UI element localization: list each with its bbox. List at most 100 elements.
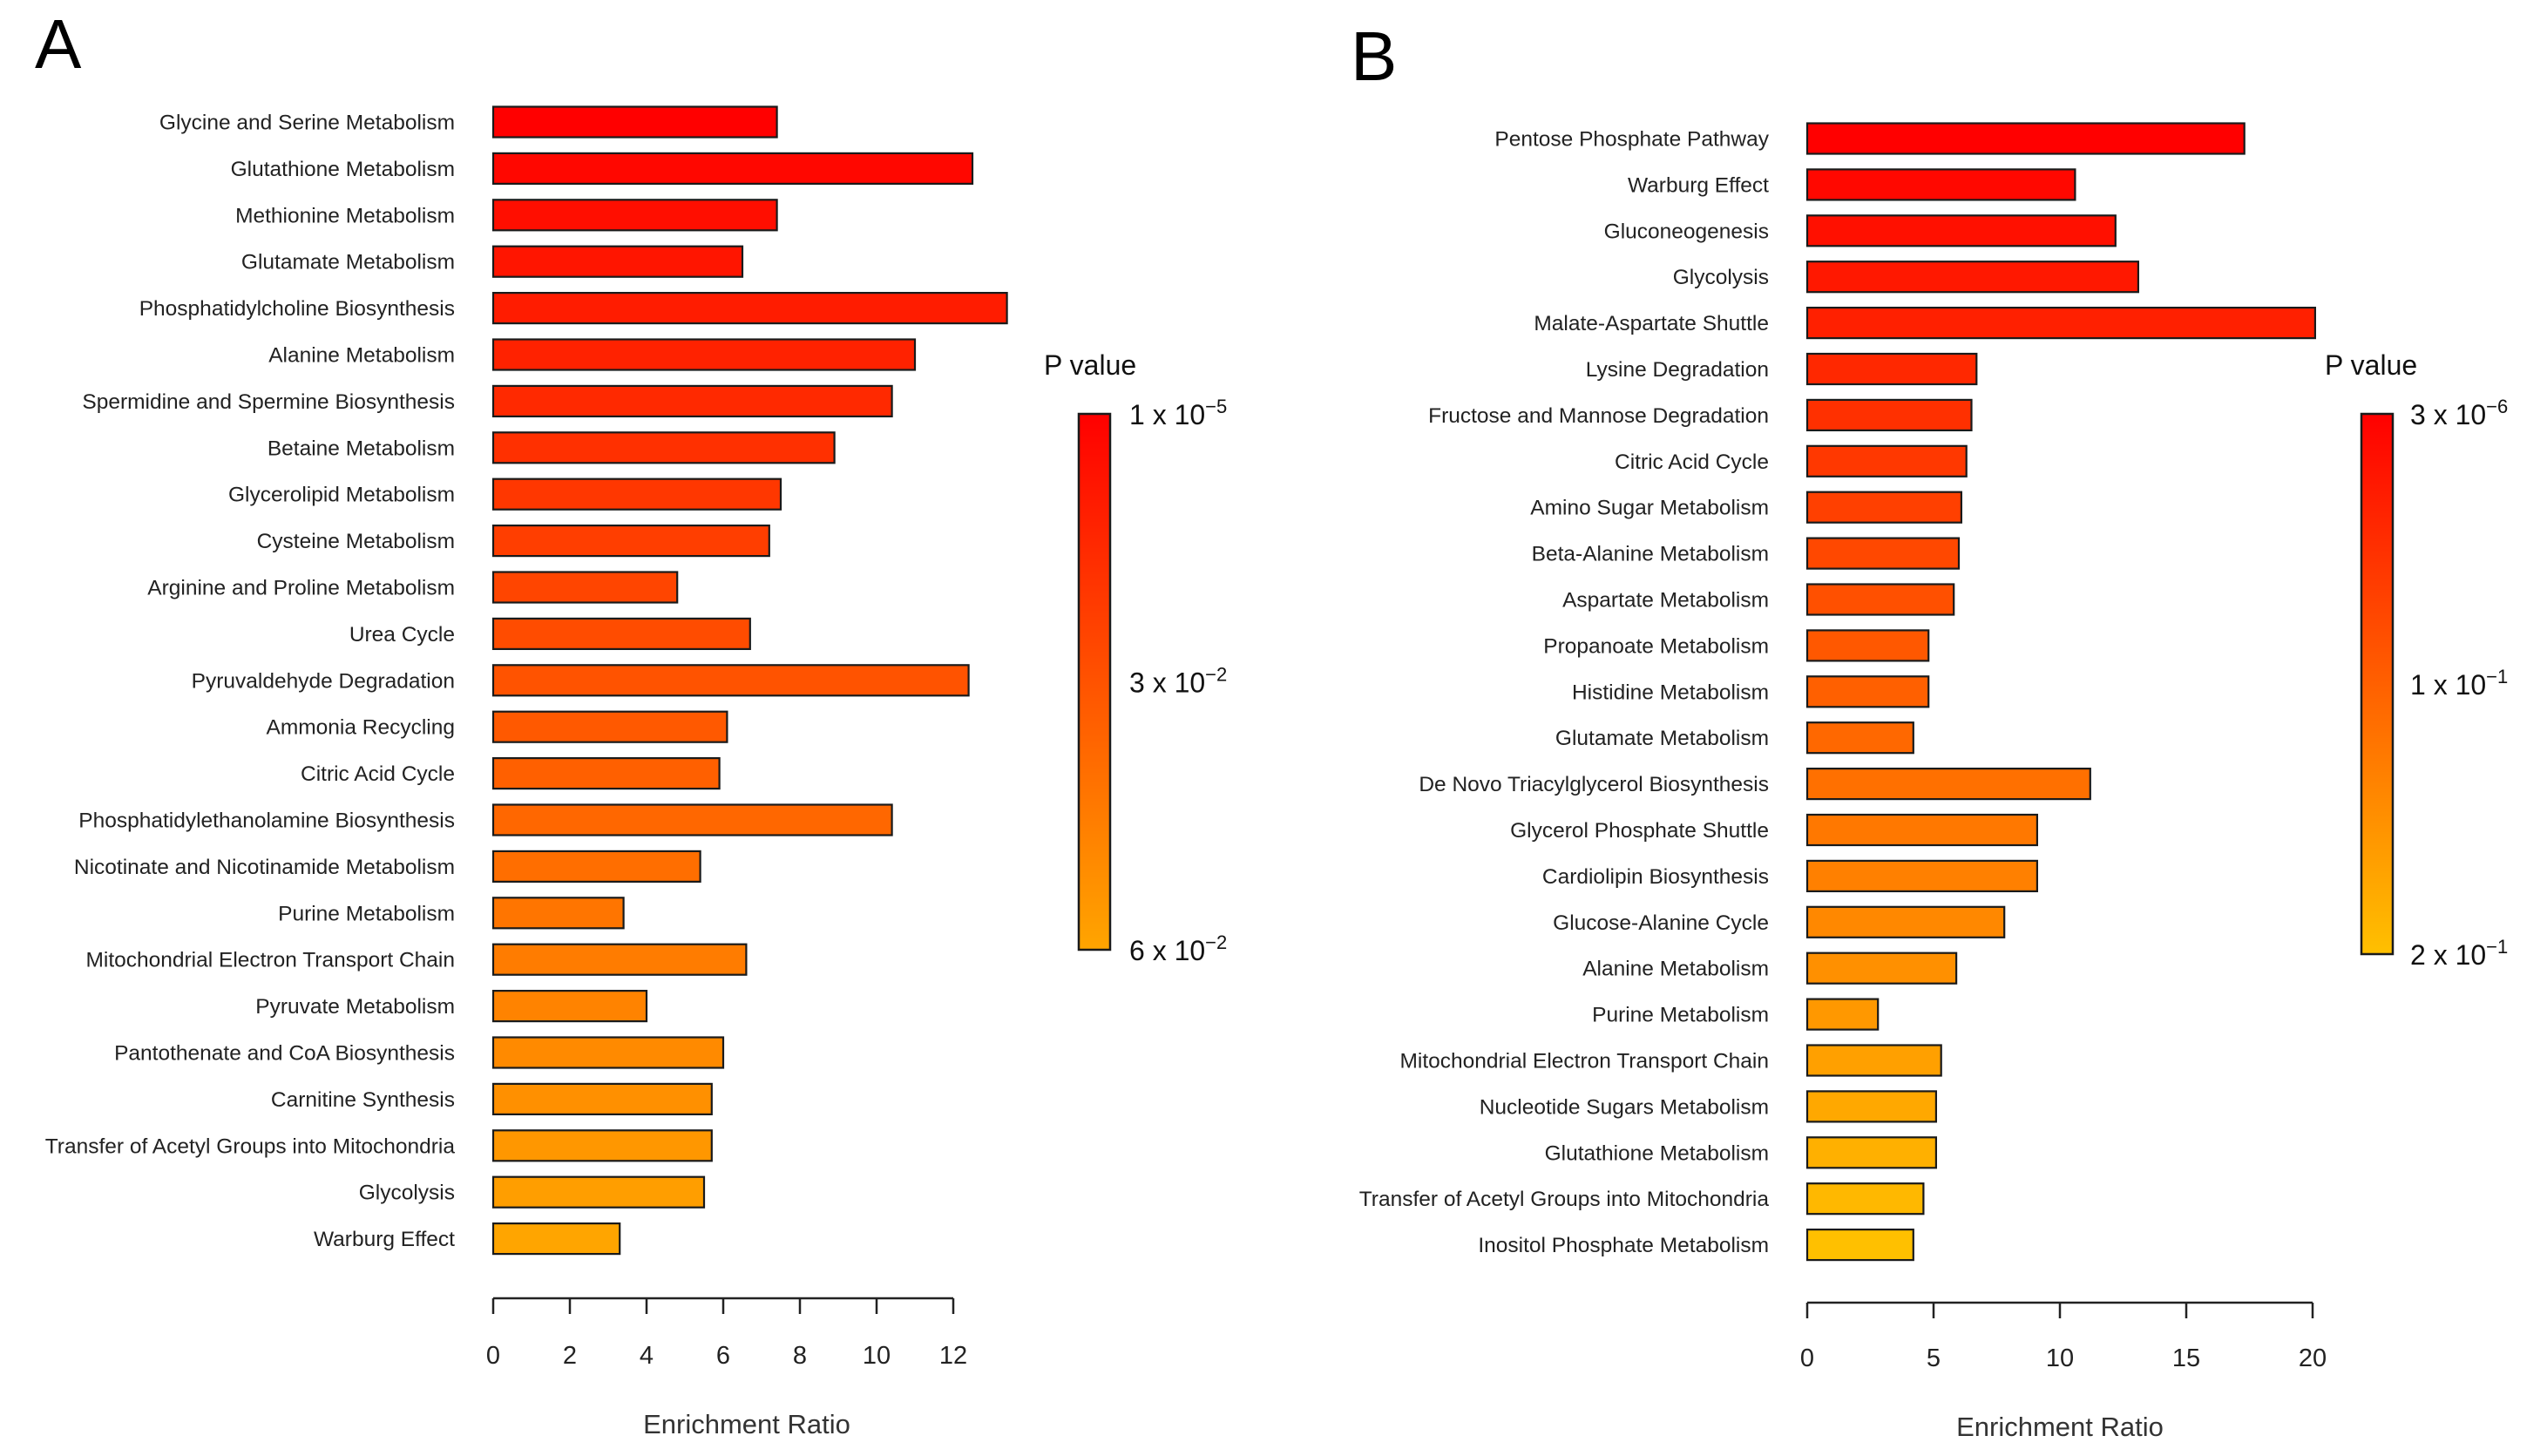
panel-b-category-label: Transfer of Acetyl Groups into Mitochond… [1359, 1188, 1770, 1211]
panel-b-bar-5 [1805, 307, 2317, 340]
panel-b-x-tick-label: 20 [2299, 1344, 2327, 1372]
panel-a-bar-15 [491, 756, 721, 790]
panel-a-x-tick-label: 4 [640, 1342, 654, 1370]
panel-b-legend-label: 2 x 10−1 [2410, 936, 2508, 971]
panel-b-bar-12 [1805, 629, 1930, 662]
panel-b-legend-title: P value [2325, 349, 2417, 381]
panel-b-bar-22 [1805, 1090, 1937, 1123]
panel-a-letter: A [35, 5, 82, 83]
panel-b-bar-10 [1805, 537, 1961, 570]
panel-a-chart: Glycine and Serine Metabolism Glutathione… [45, 105, 1227, 1439]
panel-b-category-label: Glycolysis [1673, 266, 1769, 289]
panel-b-bar-20 [1805, 998, 1880, 1031]
panel-a-category-label: Glutamate Metabolism [241, 251, 455, 274]
panel-a-x-axis-title: Enrichment Ratio [643, 1409, 850, 1439]
panel-a-bar-18 [491, 897, 625, 930]
panel-a-x-tick-label: 12 [939, 1342, 967, 1370]
panel-b-category-label: Beta-Alanine Metabolism [1532, 543, 1769, 566]
panel-a-x-tick-label: 10 [863, 1342, 891, 1370]
panel-a-bar-21 [491, 1036, 725, 1069]
panel-b-category-label: Lysine Degradation [1586, 358, 1769, 382]
panel-b-x-tick-label: 15 [2172, 1344, 2200, 1372]
panel-a-x-tick-label: 2 [563, 1342, 577, 1370]
panel-a-bar-23 [491, 1129, 713, 1162]
panel-b-category-label: Mitochondrial Electron Transport Chain [1399, 1050, 1769, 1073]
panel-a-bar-5 [491, 292, 1008, 325]
panel-b-category-label: Fructose and Mannose Degradation [1428, 404, 1769, 428]
panel-a-bar-10 [491, 524, 770, 558]
panel-b-category-label: Citric Acid Cycle [1615, 450, 1769, 474]
panel-b-category-label: Nucleotide Sugars Metabolism [1480, 1095, 1769, 1119]
panel-a-bar-2 [491, 152, 974, 185]
panel-a-category-label: Glycine and Serine Metabolism [159, 112, 455, 135]
panel-a-legend-title: P value [1044, 349, 1136, 381]
panel-a-category-label: Spermidine and Spermine Biosynthesis [82, 390, 455, 414]
panel-b-category-label: Propanoate Metabolism [1543, 634, 1769, 658]
panel-b-category-label: Glucose-Alanine Cycle [1553, 911, 1769, 935]
panel-a-bar-9 [491, 477, 782, 511]
panel-b-category-label: Cardiolipin Biosynthesis [1542, 865, 1769, 889]
panel-a-bar-7 [491, 384, 893, 417]
panel-b-category-label: Glycerol Phosphate Shuttle [1510, 819, 1769, 843]
panel-b-category-label: Malate-Aspartate Shuttle [1534, 312, 1769, 335]
panel-b-legend-label: 3 x 10−6 [2410, 396, 2508, 430]
panel-b-bar-1 [1805, 122, 2246, 155]
panel-b-x-tick-label: 0 [1800, 1344, 1814, 1372]
panel-b-bar-13 [1805, 675, 1930, 708]
panel-b-legend-colorbar [2360, 412, 2395, 956]
panel-b-bar-17 [1805, 859, 2038, 893]
panel-a-category-label: Phosphatidylcholine Biosynthesis [139, 297, 455, 321]
panel-a-category-label: Phosphatidylethanolamine Biosynthesis [78, 809, 455, 833]
panel-b-bar-23 [1805, 1136, 1937, 1169]
panel-b-bar-16 [1805, 813, 2038, 847]
panel-b-chart: Pentose Phosphate Pathway Warburg Effect G… [1359, 122, 2508, 1442]
panel-b-category-label: Alanine Metabolism [1582, 958, 1769, 981]
panel-b-category-label: Aspartate Metabolism [1562, 589, 1769, 613]
panel-a-category-label: Purine Metabolism [278, 902, 455, 925]
panel-b-bar-8 [1805, 444, 1968, 477]
panel-b-bar-25 [1805, 1228, 1914, 1262]
panel-a-category-label: Cysteine Metabolism [257, 530, 455, 553]
panel-a-category-label: Ammonia Recycling [267, 716, 456, 740]
panel-b-category-label: Gluconeogenesis [1604, 220, 1769, 243]
panel-b-bar-21 [1805, 1044, 1942, 1077]
panel-b-category-label: Glutamate Metabolism [1555, 727, 1769, 750]
panel-b-bar-7 [1805, 398, 1973, 431]
panel-a-x-tick-label: 6 [716, 1342, 730, 1370]
panel-b-bar-19 [1805, 951, 1958, 985]
panel-a-legend-label: 1 x 10−5 [1129, 396, 1227, 430]
panel-a-x-tick-label: 0 [486, 1342, 500, 1370]
panel-b-x-tick-label: 10 [2046, 1344, 2074, 1372]
panel-b-bar-4 [1805, 261, 2139, 294]
panel-a-category-label: Methionine Metabolism [235, 204, 455, 227]
panel-b-bar-24 [1805, 1182, 1925, 1216]
panel-a-category-label: Glycerolipid Metabolism [228, 484, 455, 507]
panel-a-category-label: Pantothenate and CoA Biosynthesis [114, 1042, 455, 1066]
panel-b-bar-14 [1805, 721, 1914, 755]
panel-b-bar-6 [1805, 352, 1978, 386]
panel-a-category-label: Arginine and Proline Metabolism [147, 577, 455, 600]
panel-b-category-label: Glutathione Metabolism [1545, 1141, 1769, 1165]
panel-b-category-label: Inositol Phosphate Metabolism [1478, 1234, 1769, 1257]
panel-a-bar-11 [491, 571, 679, 604]
panel-a-category-label: Nicotinate and Nicotinamide Metabolism [74, 856, 455, 879]
panel-a-category-label: Urea Cycle [349, 623, 455, 647]
panel-a-bar-17 [491, 850, 701, 884]
panel-a-bar-1 [491, 105, 778, 139]
panel-a-bar-8 [491, 431, 836, 464]
panel-b-bar-18 [1805, 905, 2006, 938]
panel-b-legend-label: 1 x 10−1 [2410, 666, 2508, 701]
panel-a-category-label: Alanine Metabolism [268, 344, 455, 368]
panel-a-category-label: Transfer of Acetyl Groups into Mitochond… [45, 1134, 456, 1158]
panel-a-legend-colorbar [1077, 412, 1112, 951]
panel-a-bar-4 [491, 245, 744, 278]
panel-a-category-label: Glutathione Metabolism [231, 158, 455, 181]
panel-a-category-label: Betaine Metabolism [268, 437, 455, 460]
panel-a-bar-6 [491, 338, 917, 371]
panel-a-bar-19 [491, 943, 748, 976]
panel-a-bar-14 [491, 710, 728, 743]
panel-a-category-label: Mitochondrial Electron Transport Chain [85, 949, 455, 972]
panel-b-x-axis-title: Enrichment Ratio [1956, 1412, 2164, 1442]
panel-a-bar-25 [491, 1222, 621, 1256]
